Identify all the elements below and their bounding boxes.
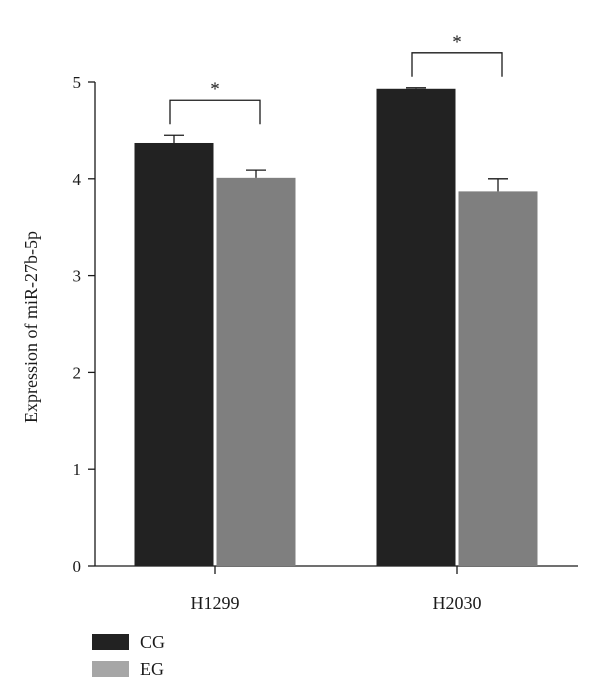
y-tick-label: 4	[73, 170, 82, 189]
bar-cg-h1299	[134, 142, 214, 566]
significance-label: *	[210, 79, 220, 100]
bar-eg-h2030	[458, 191, 538, 566]
legend-item-cg: CG	[92, 628, 165, 655]
legend-swatch-cg	[92, 633, 129, 650]
chart-annotations: **	[169, 32, 503, 125]
y-axis-label: Expression of miR-27b-5p	[21, 231, 41, 423]
significance-bracket	[411, 52, 503, 77]
significance-bracket	[169, 99, 261, 125]
x-tick-label: H1299	[191, 593, 240, 613]
legend-swatch-eg	[92, 660, 129, 677]
chart-legend: CG EG	[92, 628, 165, 682]
y-tick-label: 3	[73, 267, 82, 286]
significance-label: *	[452, 32, 462, 53]
y-tick-label: 5	[73, 73, 82, 92]
x-tick-label: H2030	[433, 593, 482, 613]
y-tick-label: 0	[73, 557, 82, 576]
y-tick-label: 1	[73, 460, 82, 479]
bar-cg-h2030	[376, 88, 456, 566]
legend-item-eg: EG	[92, 655, 165, 682]
bar-eg-h1299	[216, 177, 296, 566]
legend-label-cg: CG	[140, 631, 166, 652]
y-tick-label: 2	[73, 363, 82, 382]
chart-bars	[134, 87, 538, 566]
legend-label-eg: EG	[140, 658, 164, 679]
